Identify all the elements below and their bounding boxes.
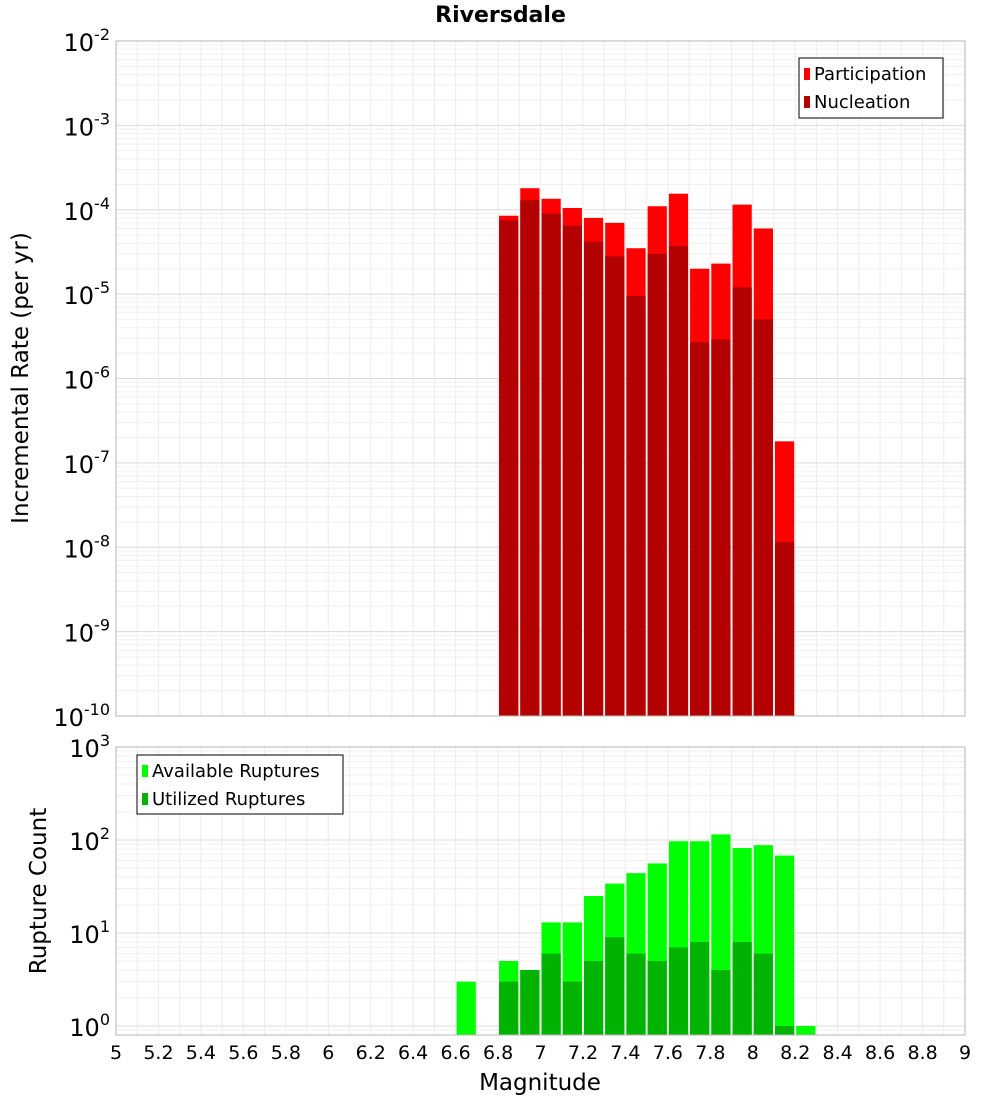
rate-panel: 10-10 10-9 10-8 10-7 10-6 10-5 10-4 10-3 10-2 Riv… [8, 3, 966, 732]
y-tick-label: 10-10 [53, 700, 110, 732]
bar-nucleation [583, 241, 604, 717]
plot-border [115, 746, 966, 1036]
bar-nucleation [774, 542, 795, 716]
y-tick-labels: 10-10 10-9 10-8 10-7 10-6 10-5 10-4 10-3 10-2 [53, 25, 110, 732]
bar-nucleation [605, 256, 625, 716]
bar-nucleation [541, 213, 561, 717]
bar-nucleation [668, 246, 689, 716]
y-tick-label: 10-2 [64, 25, 111, 57]
x-tick-label: 8.2 [780, 1042, 810, 1064]
bar-nucleation [562, 225, 582, 716]
x-tick-label: 8.4 [823, 1042, 853, 1064]
legend-swatch-nucleation [804, 96, 810, 108]
bar-utilized-ruptures [562, 981, 582, 1035]
y-tick-label: 100 [69, 1010, 110, 1042]
y-tick-label: 10-3 [64, 109, 111, 141]
x-tick-label: 5 [110, 1042, 122, 1064]
bar-utilized-ruptures [732, 942, 752, 1035]
bar-utilized-ruptures [605, 937, 625, 1035]
x-tick-label: 7.2 [568, 1042, 598, 1064]
x-tick-label: 8.8 [907, 1042, 937, 1064]
x-tick-label: 5.2 [143, 1042, 173, 1064]
bar-utilized-ruptures [520, 969, 540, 1035]
legend: Available Ruptures Utilized Ruptures [136, 754, 344, 815]
y-axis-title: Rupture Count [26, 808, 52, 974]
bar-nucleation [690, 342, 710, 716]
bar-utilized-ruptures [711, 969, 731, 1035]
x-tick-label: 7.4 [610, 1042, 640, 1064]
legend-box [798, 57, 944, 119]
x-tick-label: 6.2 [356, 1042, 386, 1064]
legend-swatch-participation [804, 68, 810, 80]
x-axis-title: Magnitude [479, 1070, 601, 1096]
bar-utilized-ruptures [583, 960, 604, 1035]
x-tick-label: 9 [959, 1042, 971, 1064]
bar-utilized-ruptures [668, 947, 689, 1035]
plot-border [115, 40, 966, 717]
x-tick-label: 7 [534, 1042, 546, 1064]
legend: Participation Nucleation [798, 57, 944, 119]
legend-label-participation: Participation [814, 64, 926, 85]
bar-nucleation [711, 339, 731, 716]
bar-available-ruptures [774, 855, 795, 1035]
bar-available-ruptures [456, 981, 476, 1035]
bar-nucleation [647, 253, 667, 716]
bar-nucleation [520, 200, 540, 716]
x-tick-label: 8 [747, 1042, 759, 1064]
chart-title: Riversdale [435, 3, 566, 28]
x-tick-label: 5.6 [228, 1042, 258, 1064]
x-tick-label: 8.6 [865, 1042, 895, 1064]
y-tick-labels: 100 101 102 103 [69, 731, 110, 1042]
x-tick-labels: 5 5.2 5.4 5.6 5.8 6 6.2 6.4 6.6 6.8 7 7.2 7.4 7.6 7.8 8… [110, 1042, 971, 1064]
x-tick-label: 7.8 [695, 1042, 725, 1064]
bar-utilized-ruptures [647, 960, 667, 1035]
y-tick-label: 10-8 [64, 531, 111, 563]
bar-nucleation [499, 220, 519, 717]
y-tick-label: 101 [69, 917, 110, 949]
x-tick-label: 5.8 [271, 1042, 301, 1064]
bar-nucleation [753, 319, 773, 716]
bar-utilized-ruptures [753, 953, 773, 1035]
x-tick-label: 6.4 [398, 1042, 428, 1064]
bar-available-ruptures [796, 1025, 816, 1035]
bar-nucleation [626, 296, 646, 716]
bar-utilized-ruptures [774, 1025, 795, 1035]
bar-utilized-ruptures [541, 953, 561, 1035]
x-tick-label: 6 [322, 1042, 334, 1064]
bar-nucleation [732, 287, 752, 716]
x-tick-label: 6.8 [483, 1042, 513, 1064]
legend-label-nucleation: Nucleation [814, 92, 910, 113]
legend-label-available-ruptures: Available Ruptures [152, 761, 320, 782]
x-tick-label: 6.6 [440, 1042, 470, 1064]
y-tick-label: 10-4 [64, 194, 111, 226]
y-tick-label: 10-9 [64, 616, 111, 648]
legend-box [136, 754, 344, 815]
legend-label-utilized-ruptures: Utilized Ruptures [152, 789, 305, 810]
legend-swatch-utilized-ruptures [142, 793, 148, 805]
bars [499, 188, 795, 717]
bars [456, 834, 816, 1035]
y-tick-label: 10-7 [64, 447, 111, 479]
legend-swatch-available-ruptures [142, 765, 148, 777]
bar-utilized-ruptures [626, 953, 646, 1035]
y-axis-title: Incremental Rate (per yr) [8, 232, 34, 524]
y-tick-label: 10-6 [64, 363, 111, 395]
y-tick-label: 10-5 [64, 278, 111, 310]
x-tick-label: 5.4 [186, 1042, 216, 1064]
y-tick-label: 102 [69, 824, 110, 856]
bar-utilized-ruptures [499, 981, 519, 1035]
grid [116, 41, 965, 716]
bar-utilized-ruptures [690, 942, 710, 1035]
y-tick-label: 103 [69, 731, 110, 763]
x-tick-label: 7.6 [653, 1042, 683, 1064]
